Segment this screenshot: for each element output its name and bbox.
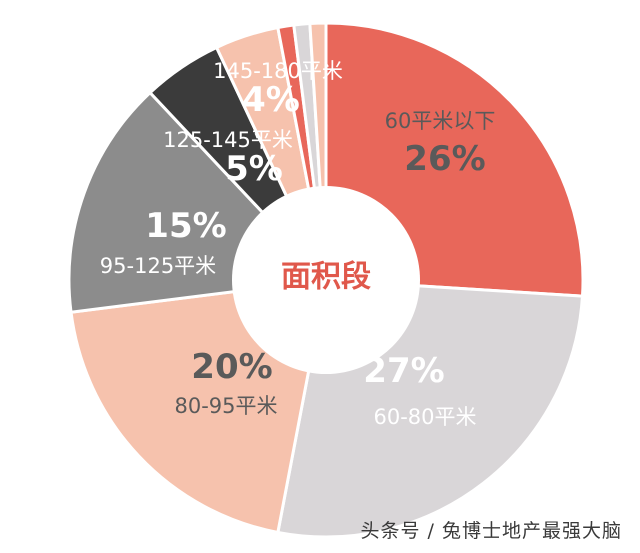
slice-percent-label: 5% bbox=[225, 149, 283, 189]
watermark: 头条号 / 兔博士地产最强大脑 bbox=[360, 520, 622, 542]
slice-category-label: 145-180平米 bbox=[213, 59, 343, 83]
slice-percent-label: 15% bbox=[145, 206, 226, 246]
slice-category-label: 60平米以下 bbox=[385, 109, 496, 133]
labels-group: 26%60平米以下27%60-80平米20%80-95平米15%95-125平米… bbox=[100, 59, 496, 429]
slice-category-label: 60-80平米 bbox=[373, 405, 476, 429]
slice-percent-label: 26% bbox=[404, 139, 485, 179]
slice-category-label: 80-95平米 bbox=[174, 394, 277, 418]
slice-category-label: 95-125平米 bbox=[100, 254, 216, 278]
slice-percent-label: 20% bbox=[191, 347, 272, 387]
donut-hole bbox=[232, 186, 420, 374]
slice-category-label: 125-145平米 bbox=[163, 128, 293, 152]
center-label: 面积段 bbox=[281, 260, 371, 295]
slice-percent-label: 4% bbox=[242, 80, 300, 120]
